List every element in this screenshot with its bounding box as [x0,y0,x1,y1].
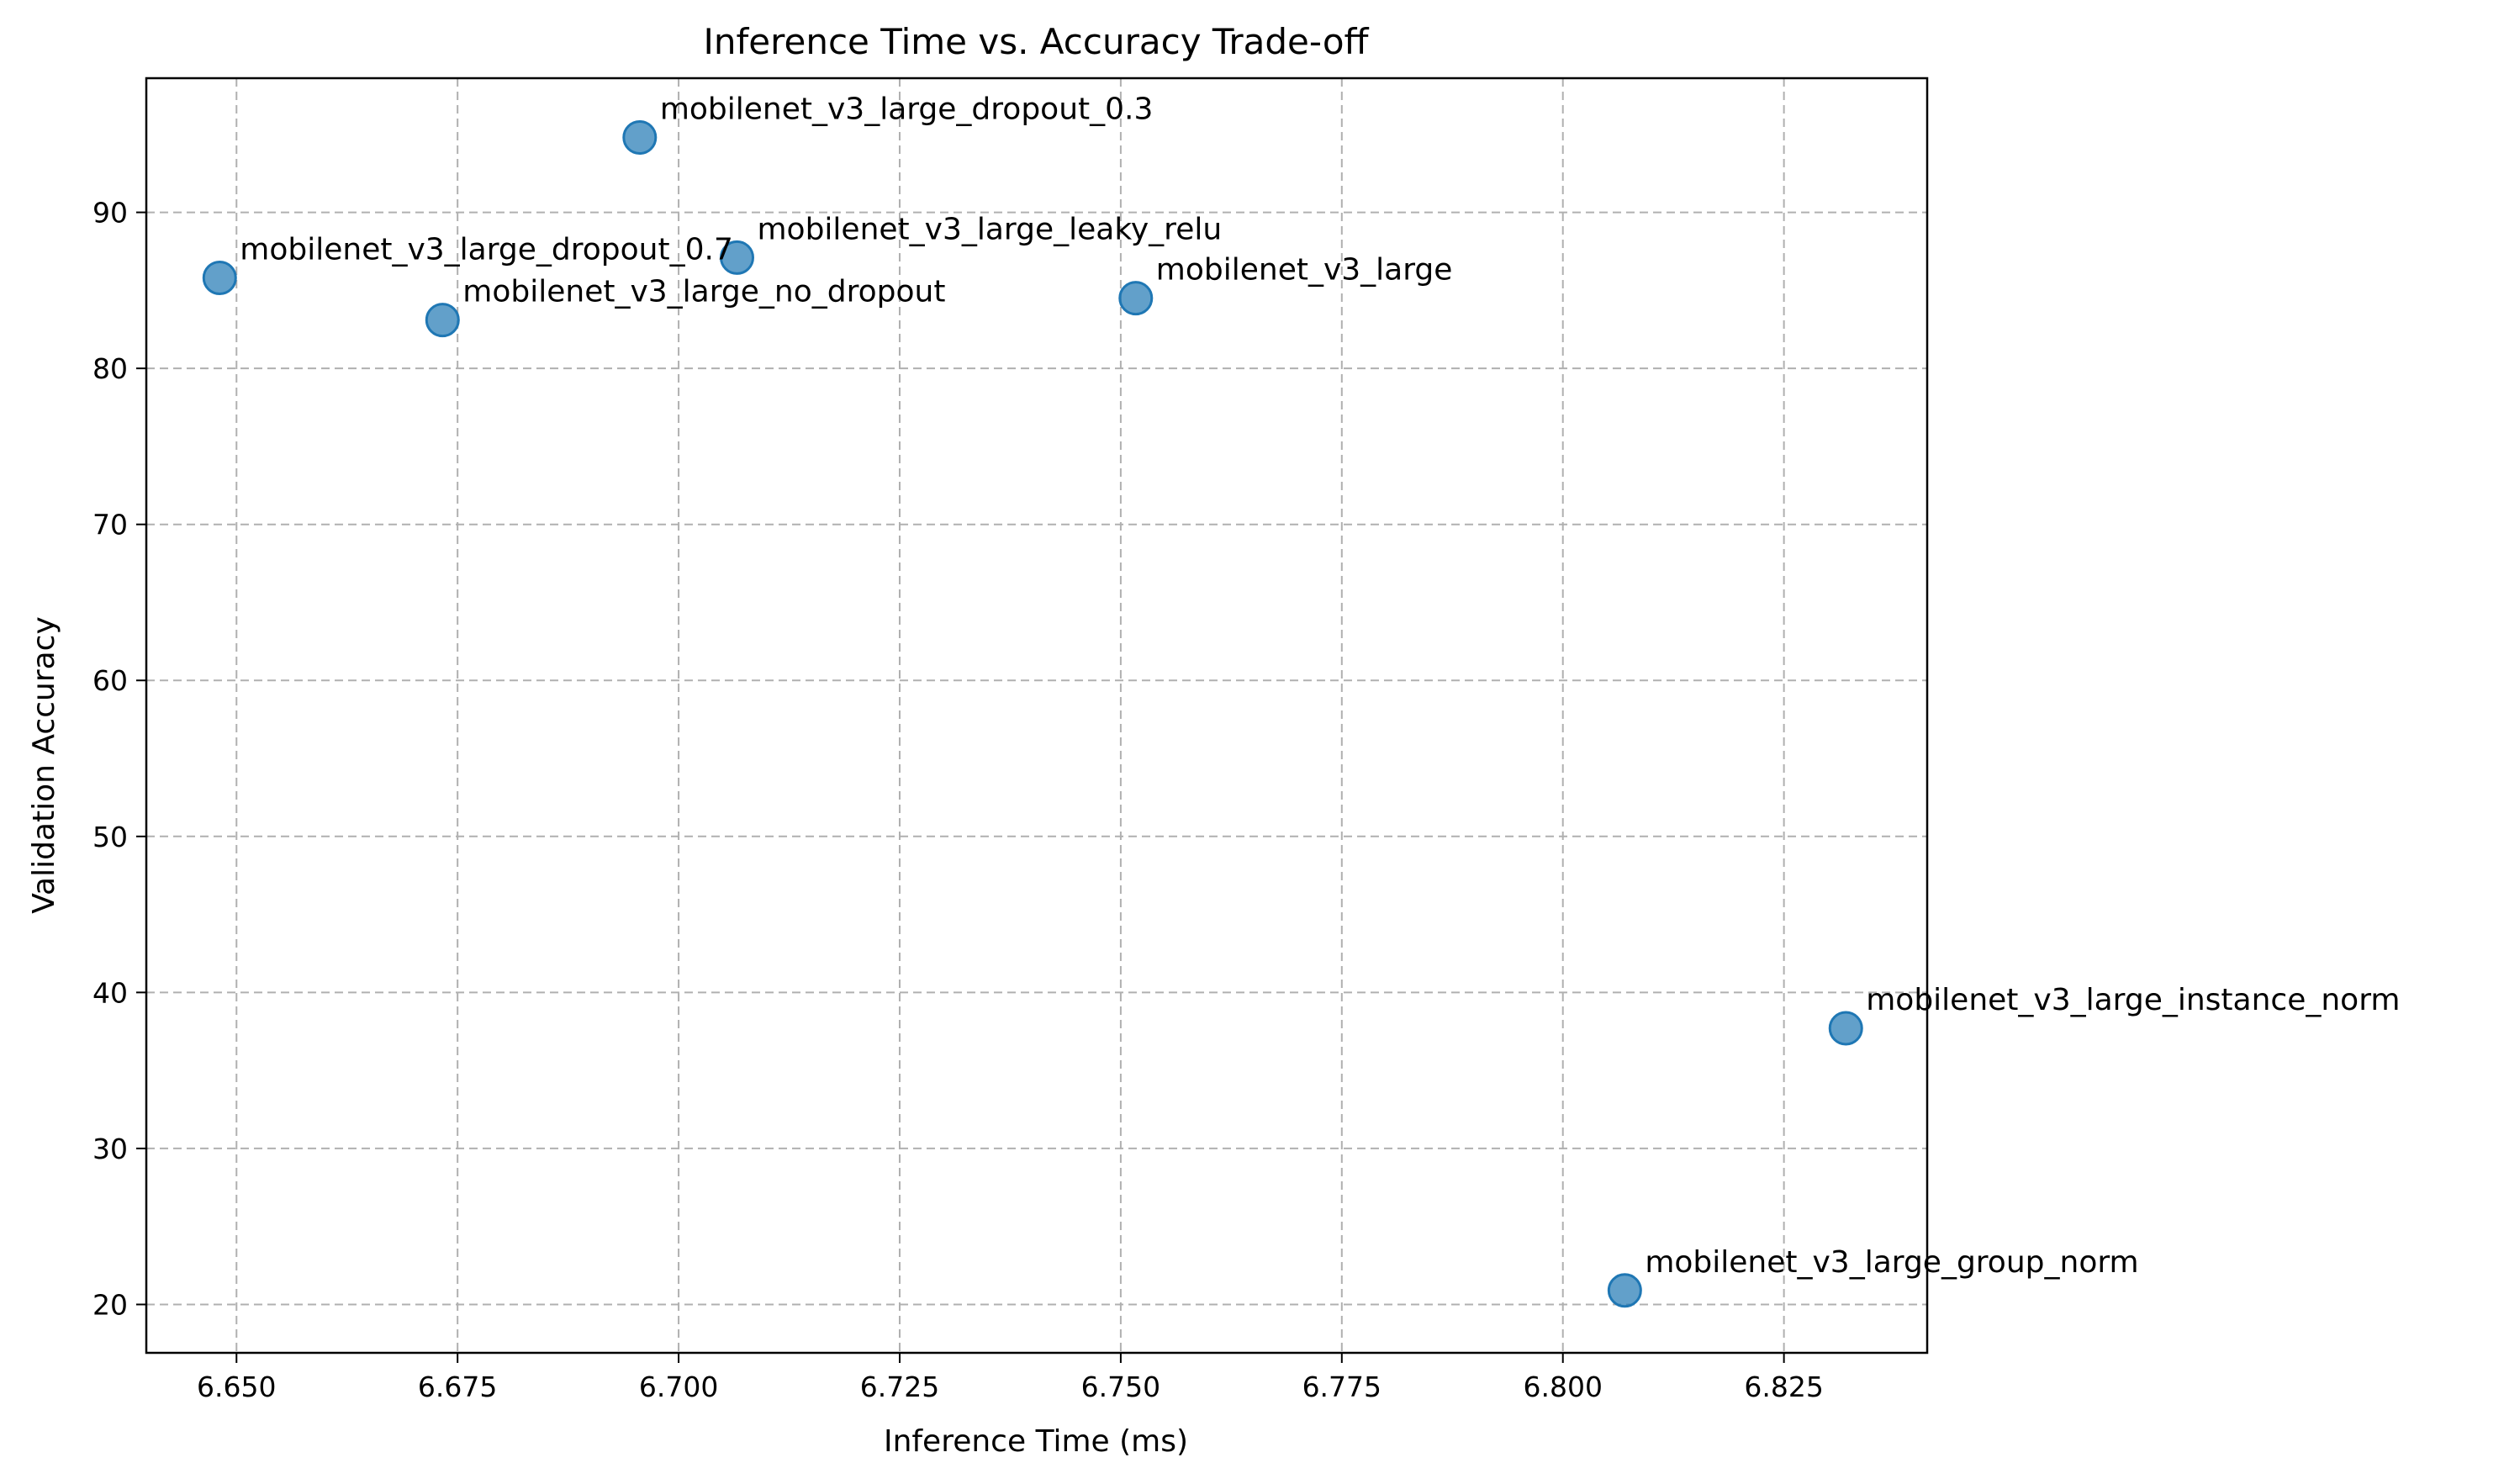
y-tick-label: 30 [92,1133,128,1165]
data-point [202,261,237,296]
x-tick-label: 6.650 [197,1370,276,1403]
axis-ticks: 6.650 6.675 6.700 6.725 6.750 6.775 6.800 6.825… [92,197,1824,1403]
data-point [1828,1011,1863,1046]
plot-area-frame [145,77,1929,1355]
chart-title: Inference Time vs. Accuracy Trade-off [704,21,1370,62]
y-tick-label: 50 [92,821,128,853]
point-labels: mobilenet_v3_large_dropout_0.7 mobilenet_… [240,92,2400,1280]
x-tick-label: 6.750 [1081,1370,1160,1403]
x-tick-label: 6.775 [1302,1370,1381,1403]
x-axis-label: Inference Time (ms) [884,1424,1188,1459]
y-tick-label: 20 [92,1288,128,1321]
data-point [622,120,658,156]
x-tick-label: 6.825 [1744,1370,1823,1403]
data-points [202,120,1863,1308]
data-point-label: mobilenet_v3_large_dropout_0.7 [240,233,733,267]
y-tick-label: 60 [92,664,128,697]
data-point-label: mobilenet_v3_large_instance_norm [1866,983,2400,1017]
data-point-label: mobilenet_v3_large [1156,253,1453,288]
x-tick-label: 6.800 [1523,1370,1602,1403]
data-point [719,240,754,275]
data-point-label: mobilenet_v3_large_leaky_relu [757,212,1222,246]
y-tick-label: 90 [92,197,128,230]
data-point [1118,281,1154,316]
y-tick-label: 80 [92,352,128,385]
data-point [1607,1273,1642,1308]
y-tick-label: 70 [92,509,128,541]
y-tick-label: 40 [92,976,128,1009]
x-tick-label: 6.700 [639,1370,718,1403]
x-tick-label: 6.675 [418,1370,497,1403]
data-point-label: mobilenet_v3_large_no_dropout [462,275,945,309]
data-point-label: mobilenet_v3_large_group_norm [1645,1245,2138,1280]
data-point-label: mobilenet_v3_large_dropout_0.3 [660,92,1154,127]
data-point [425,303,460,338]
y-axis-label: Validation Accuracy [27,616,61,914]
x-tick-label: 6.725 [860,1370,939,1403]
grid-lines [146,78,1927,1353]
